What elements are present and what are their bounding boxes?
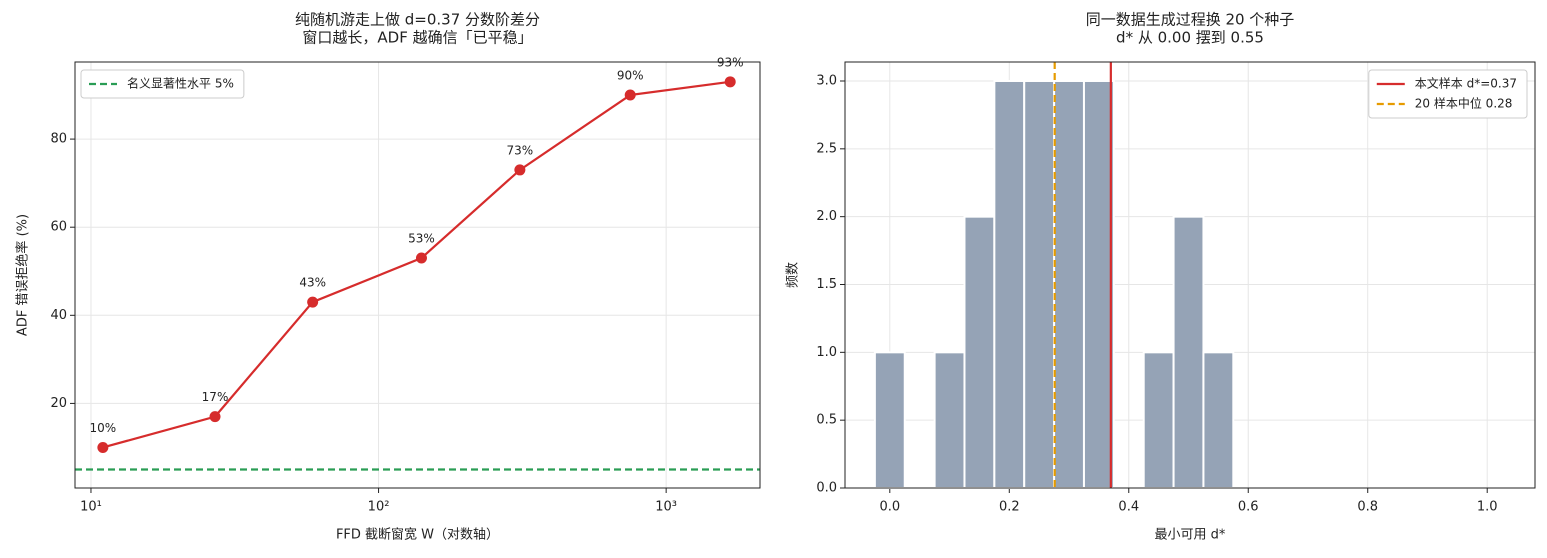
value-label: 90% (617, 69, 644, 83)
y-axis-label: 频数 (786, 262, 801, 288)
y-tick-label: 1.0 (816, 345, 837, 360)
marker (307, 296, 319, 308)
legend-label: 本文样本 d*=0.37 (1415, 76, 1517, 91)
legend: 本文样本 d*=0.37 20 样本中位 0.28 (1368, 69, 1528, 119)
bar (873, 351, 906, 489)
marker (514, 164, 526, 176)
x-tick-label: 1.0 (1477, 500, 1498, 515)
plot: 0.0 0.2 0.4 0.6 0.8 1.0 0.0 0.5 1.0 1.5 2.0 2.5 3.0 同… (786, 11, 1536, 543)
chart-title: 同一数据生成过程换 20 个种子 (1086, 11, 1295, 29)
x-tick-label: 10² (368, 500, 390, 515)
plot: 10¹ 10² 10³ 20 40 60 80 纯随机游走上做 d=0.37 分数阶差分窗口越… (15, 11, 761, 543)
x-tick-label: 0.6 (1238, 500, 1259, 515)
legend: 名义显著性水平 5% (80, 69, 245, 99)
y-tick-label: 80 (50, 132, 67, 147)
value-label: 43% (299, 276, 326, 290)
bar (933, 351, 966, 489)
legend-label: 20 样本中位 0.28 (1415, 96, 1513, 111)
x-tick-label: 0.2 (999, 500, 1020, 515)
y-tick-label: 2.5 (816, 141, 837, 156)
bar (1202, 351, 1235, 489)
y-axis-label: ADF 错误拒绝率 (%) (15, 214, 31, 336)
y-tick-label: 0.5 (816, 413, 837, 428)
x-axis-label: 最小可用 d* (1155, 528, 1226, 543)
bar (1172, 215, 1205, 489)
y-tick-label: 40 (50, 308, 67, 323)
legend-label: 名义显著性水平 5% (127, 76, 234, 91)
value-label: 10% (90, 421, 117, 435)
y-tick-label: 1.5 (816, 277, 837, 292)
marker (624, 89, 636, 101)
value-label: 17% (202, 390, 229, 404)
y-tick-label: 60 (50, 220, 67, 235)
y-tick-label: 0.0 (816, 481, 837, 496)
chart-title: 窗口越长，ADF 越确信「已平稳」 (302, 29, 532, 47)
chart-title: 纯随机游走上做 d=0.37 分数阶差分 (295, 11, 540, 29)
x-axis-label: FFD 截断窗宽 W（对数轴） (336, 527, 499, 543)
x-tick-label: 10³ (655, 500, 677, 515)
x-tick-label: 10¹ (80, 500, 102, 515)
legend-frame (1368, 69, 1528, 119)
data-line (102, 80, 731, 449)
value-label: 53% (408, 232, 435, 246)
x-tick-label: 0.4 (1118, 500, 1139, 515)
bar (993, 79, 1026, 490)
bar (963, 215, 996, 489)
y-tick-label: 3.0 (816, 73, 837, 88)
y-tick-label: 2.0 (816, 209, 837, 224)
marker (209, 411, 221, 423)
bar (1023, 79, 1056, 490)
plot-frame (844, 61, 1536, 489)
marker (97, 441, 109, 453)
marker (724, 76, 736, 88)
marker (415, 252, 427, 264)
bar (1142, 351, 1175, 489)
value-label: 73% (507, 143, 534, 157)
legend-frame (80, 69, 245, 99)
x-tick-label: 0.8 (1357, 500, 1378, 515)
y-tick-label: 20 (50, 396, 67, 411)
x-tick-label: 0.0 (879, 500, 900, 515)
bar (1082, 79, 1115, 490)
plot-frame (74, 61, 761, 489)
chart-title: d* 从 0.00 摆到 0.55 (1116, 29, 1264, 47)
bar (1053, 79, 1085, 490)
